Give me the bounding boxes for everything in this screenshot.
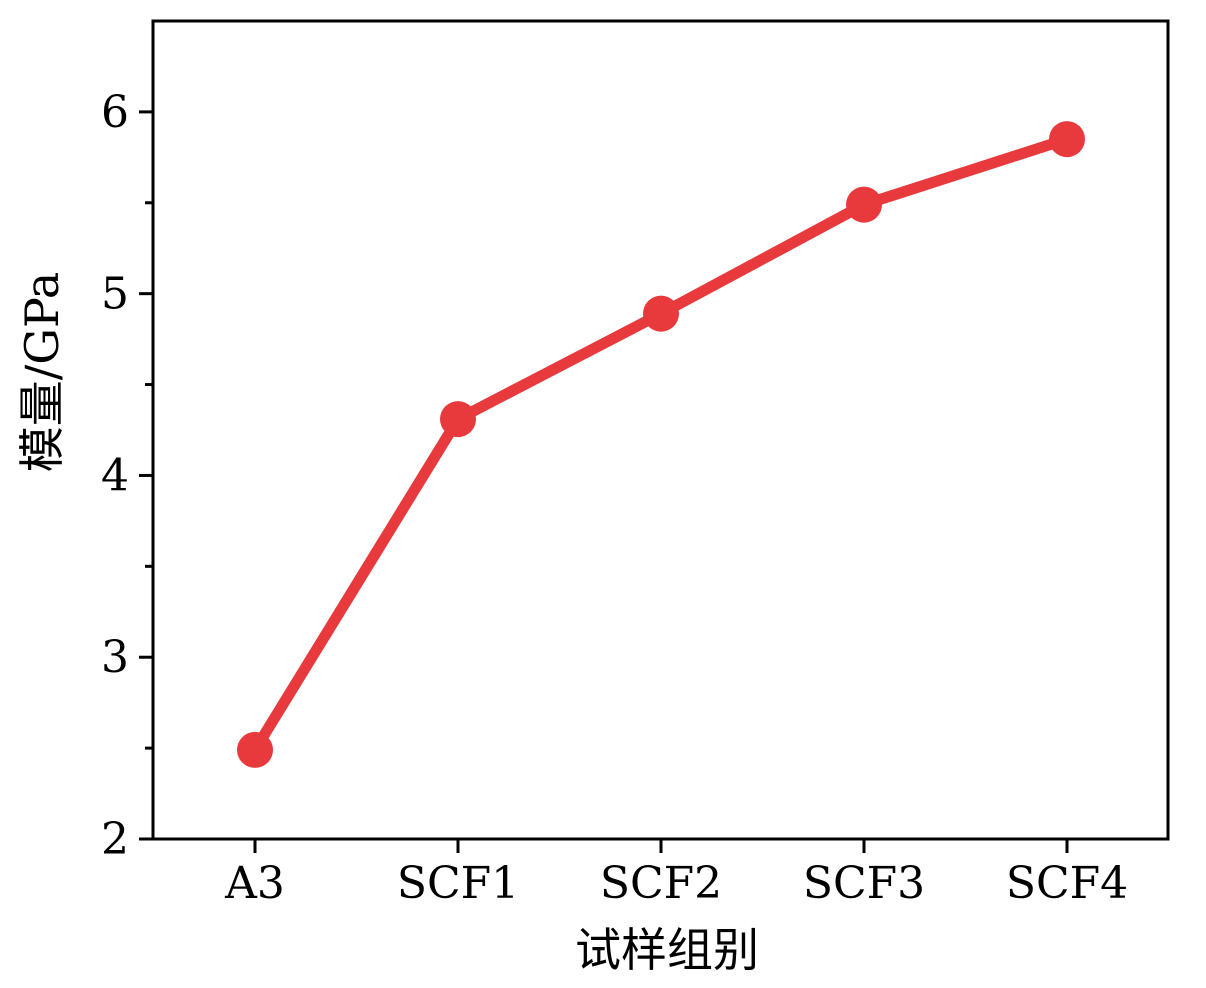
y-axis-ticks: 2 3 4 5 6	[101, 87, 153, 865]
data-point	[846, 186, 882, 223]
x-tick-label: SCF2	[600, 858, 722, 909]
data-point	[1049, 121, 1085, 158]
y-tick-label: 4	[101, 450, 129, 501]
y-tick-label: 6	[101, 87, 129, 138]
y-tick-label: 5	[101, 269, 129, 320]
y-tick-label: 2	[101, 814, 129, 865]
y-axis-title: 模量/GPa	[15, 272, 69, 473]
series-layer	[237, 121, 1085, 768]
data-point	[237, 731, 273, 768]
x-tick-label: SCF1	[397, 858, 519, 909]
y-tick-label: 3	[101, 632, 129, 683]
x-axis-title: 试样组别	[575, 923, 759, 977]
plot-frame	[151, 19, 1170, 841]
x-tick-label: SCF4	[1006, 858, 1128, 909]
x-axis-ticks: A3 SCF1 SCF2 SCF3 SCF4	[224, 839, 1128, 909]
x-tick-label: A3	[224, 858, 285, 909]
data-point	[643, 295, 679, 332]
x-tick-label: SCF3	[803, 858, 925, 909]
series-line	[249, 133, 1073, 756]
data-point	[440, 401, 476, 438]
